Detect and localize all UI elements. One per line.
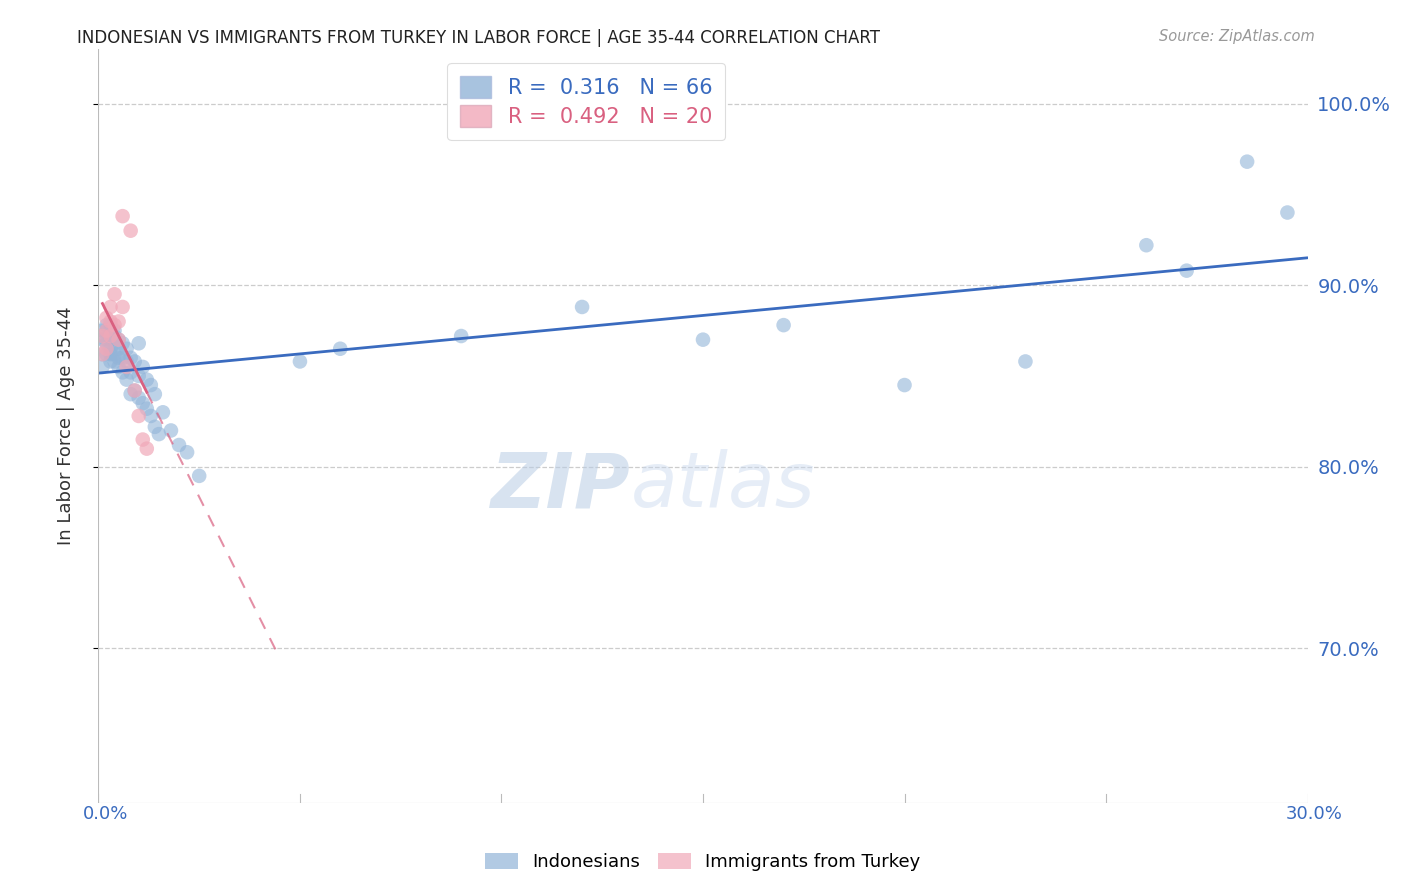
Point bbox=[107, 333, 129, 347]
Point bbox=[143, 387, 166, 401]
Text: 30.0%: 30.0% bbox=[1286, 805, 1343, 822]
Point bbox=[160, 424, 183, 438]
Point bbox=[124, 384, 146, 398]
Point bbox=[120, 224, 142, 238]
Point bbox=[100, 342, 122, 356]
Point bbox=[139, 409, 162, 423]
Point bbox=[100, 329, 122, 343]
Point bbox=[107, 333, 129, 347]
Point bbox=[167, 438, 190, 452]
Point bbox=[135, 373, 157, 387]
Point bbox=[96, 342, 118, 356]
Point bbox=[96, 324, 118, 338]
Point bbox=[115, 373, 138, 387]
Point bbox=[107, 314, 129, 328]
Point bbox=[91, 359, 114, 374]
Point bbox=[1175, 263, 1198, 277]
Point bbox=[115, 342, 138, 356]
Text: INDONESIAN VS IMMIGRANTS FROM TURKEY IN LABOR FORCE | AGE 35-44 CORRELATION CHAR: INDONESIAN VS IMMIGRANTS FROM TURKEY IN … bbox=[77, 29, 880, 46]
Point bbox=[91, 347, 114, 361]
Legend: R =  0.316   N = 66, R =  0.492   N = 20: R = 0.316 N = 66, R = 0.492 N = 20 bbox=[447, 63, 725, 140]
Point bbox=[188, 468, 211, 483]
Point bbox=[100, 318, 122, 332]
Legend: Indonesians, Immigrants from Turkey: Indonesians, Immigrants from Turkey bbox=[478, 846, 928, 879]
Point bbox=[107, 351, 129, 365]
Point bbox=[115, 354, 138, 368]
Point bbox=[91, 333, 114, 347]
Point bbox=[772, 318, 794, 332]
Point bbox=[135, 442, 157, 456]
Point bbox=[103, 347, 125, 361]
Point bbox=[124, 384, 146, 398]
Point bbox=[152, 405, 174, 419]
Point bbox=[132, 359, 155, 374]
Point bbox=[329, 342, 352, 356]
Point bbox=[111, 336, 134, 351]
Point bbox=[103, 324, 125, 338]
Point bbox=[100, 314, 122, 328]
Y-axis label: In Labor Force | Age 35-44: In Labor Force | Age 35-44 bbox=[56, 307, 75, 545]
Point bbox=[103, 318, 125, 332]
Text: atlas: atlas bbox=[630, 450, 815, 524]
Point bbox=[91, 347, 114, 361]
Point bbox=[135, 401, 157, 416]
Point bbox=[103, 336, 125, 351]
Point bbox=[148, 427, 170, 442]
Point bbox=[143, 420, 166, 434]
Point bbox=[96, 336, 118, 351]
Point bbox=[120, 365, 142, 379]
Point bbox=[100, 333, 122, 347]
Point bbox=[128, 409, 150, 423]
Point bbox=[139, 378, 162, 392]
Point bbox=[1236, 154, 1258, 169]
Point bbox=[103, 287, 125, 301]
Point bbox=[100, 300, 122, 314]
Point bbox=[96, 347, 118, 361]
Point bbox=[111, 365, 134, 379]
Point bbox=[288, 354, 311, 368]
Point bbox=[103, 354, 125, 368]
Point bbox=[111, 209, 134, 223]
Point bbox=[120, 351, 142, 365]
Point bbox=[132, 396, 155, 410]
Point bbox=[124, 354, 146, 368]
Point bbox=[111, 300, 134, 314]
Point bbox=[1135, 238, 1157, 252]
Text: 0.0%: 0.0% bbox=[83, 805, 128, 822]
Point bbox=[128, 369, 150, 384]
Point bbox=[107, 359, 129, 374]
Point bbox=[96, 310, 118, 325]
Point bbox=[100, 347, 122, 361]
Point bbox=[107, 342, 129, 356]
Point bbox=[692, 333, 714, 347]
Text: Source: ZipAtlas.com: Source: ZipAtlas.com bbox=[1159, 29, 1315, 44]
Point bbox=[132, 433, 155, 447]
Point bbox=[96, 324, 118, 338]
Text: ZIP: ZIP bbox=[491, 450, 630, 524]
Point bbox=[1014, 354, 1036, 368]
Point bbox=[120, 387, 142, 401]
Point bbox=[128, 391, 150, 405]
Point bbox=[91, 329, 114, 343]
Point bbox=[111, 351, 134, 365]
Point bbox=[1277, 205, 1299, 219]
Point bbox=[450, 329, 472, 343]
Point bbox=[100, 324, 122, 338]
Point bbox=[91, 324, 114, 338]
Point bbox=[96, 333, 118, 347]
Point bbox=[100, 354, 122, 368]
Point bbox=[176, 445, 198, 459]
Point bbox=[115, 359, 138, 374]
Point bbox=[96, 318, 118, 332]
Point bbox=[893, 378, 915, 392]
Point bbox=[103, 329, 125, 343]
Point bbox=[571, 300, 593, 314]
Point bbox=[128, 336, 150, 351]
Point bbox=[100, 329, 122, 343]
